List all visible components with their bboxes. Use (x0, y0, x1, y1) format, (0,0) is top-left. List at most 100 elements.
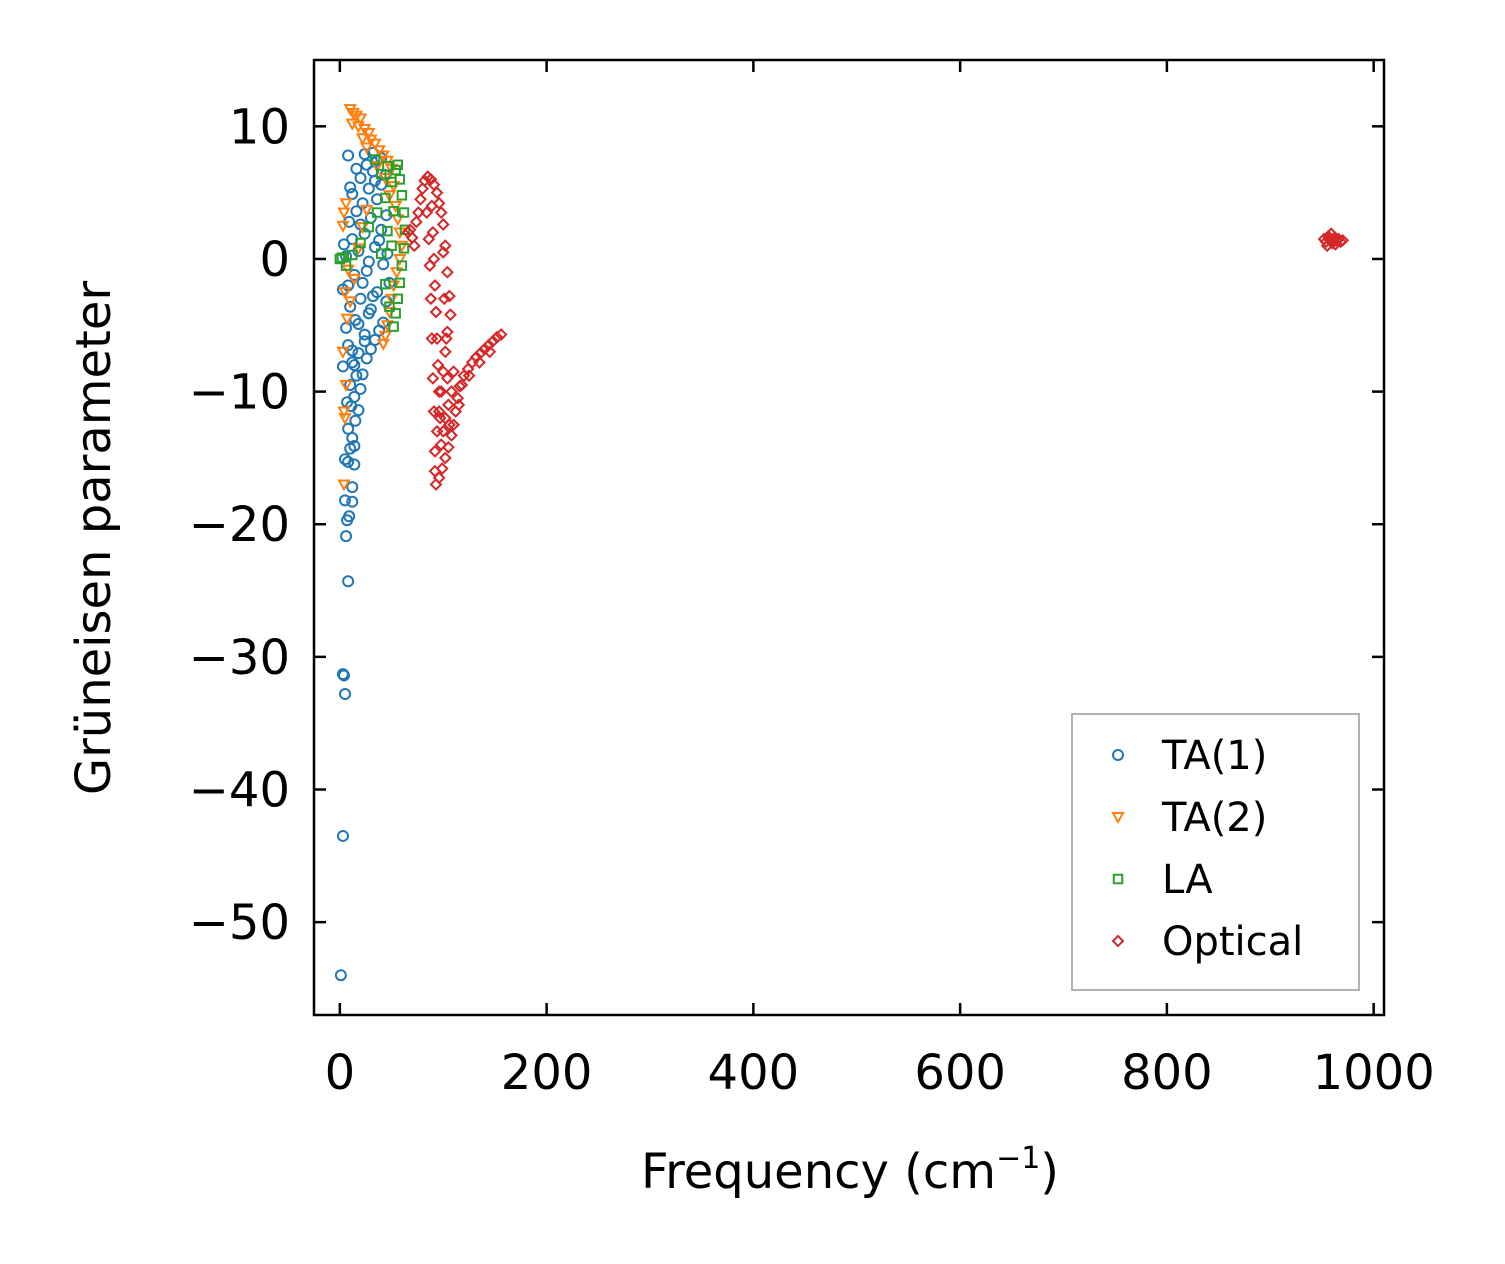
data-point (366, 290, 379, 303)
data-point (362, 182, 375, 195)
data-point (378, 330, 393, 343)
data-point (350, 205, 363, 218)
data-point (382, 190, 397, 203)
data-point (482, 338, 496, 352)
data-point (494, 328, 508, 341)
legend-label: Optical (1162, 919, 1303, 965)
data-point (436, 218, 450, 231)
data-point (409, 215, 423, 229)
data-point (348, 439, 361, 452)
data-point (364, 303, 377, 316)
data-point (451, 391, 465, 405)
data-point (340, 313, 354, 326)
data-point (434, 438, 448, 452)
data-point (344, 181, 357, 194)
data-point (342, 149, 355, 162)
data-point (388, 321, 399, 332)
data-point (438, 345, 452, 359)
data-point (348, 390, 361, 403)
data-point (337, 406, 351, 419)
data-point (437, 292, 451, 306)
data-point (369, 154, 381, 165)
data-point (360, 142, 374, 155)
data-point (428, 279, 442, 292)
legend-entry: Optical (1111, 919, 1303, 965)
data-point (352, 317, 365, 330)
data-point (390, 308, 401, 319)
legend-label: TA(1) (1161, 733, 1267, 779)
data-point (1326, 233, 1340, 247)
data-point (340, 260, 352, 271)
data-point (396, 190, 408, 201)
data-point (418, 174, 432, 188)
x-axis-label: Frequency (cm−1) (641, 1141, 1059, 1200)
data-point (423, 259, 437, 273)
data-point (339, 453, 352, 466)
legend-label: LA (1162, 857, 1213, 903)
data-point (440, 325, 454, 339)
data-point (356, 276, 369, 289)
legend-label: TA(2) (1161, 795, 1267, 841)
data-point (382, 225, 393, 237)
data-point (388, 205, 399, 217)
data-points-layer (334, 104, 1350, 982)
data-point (351, 243, 366, 256)
data-point (394, 174, 406, 185)
legend-marker (1112, 873, 1124, 885)
data-point (1336, 233, 1350, 247)
legend-marker (1112, 749, 1124, 761)
data-point (340, 530, 353, 543)
data-point (377, 258, 390, 271)
data-point (427, 405, 441, 418)
data-point (430, 186, 444, 200)
data-point (441, 398, 455, 412)
y-tick-label: −10 (189, 365, 290, 421)
data-point (377, 316, 390, 329)
data-point (490, 330, 504, 344)
data-point (347, 249, 358, 261)
data-point (339, 379, 353, 393)
data-point (342, 455, 355, 468)
data-point (337, 479, 351, 492)
data-point (420, 206, 434, 219)
data-point (349, 110, 364, 123)
data-point (425, 332, 439, 345)
data-point (393, 253, 407, 267)
x-axis-label-superscript: −1 (996, 1141, 1040, 1176)
legend-entry: TA(1) (1112, 733, 1267, 779)
y-tick-label: −40 (189, 763, 290, 819)
data-point (440, 371, 454, 385)
legend-marker (1111, 812, 1125, 825)
data-point (352, 347, 365, 360)
y-tick-label: −30 (189, 630, 290, 686)
data-point (438, 411, 452, 425)
data-point (447, 365, 460, 379)
data-point (469, 350, 483, 364)
data-point (424, 172, 438, 186)
data-point (336, 829, 349, 842)
data-point (438, 451, 452, 465)
data-point (455, 378, 469, 392)
data-point (346, 495, 359, 508)
data-point (347, 273, 362, 286)
y-tick-label: 0 (259, 232, 290, 288)
data-point (358, 328, 371, 341)
data-point (334, 969, 347, 982)
series-optical (401, 170, 1350, 491)
data-point (339, 198, 353, 211)
data-point (439, 332, 453, 345)
data-point (338, 287, 352, 300)
data-point (398, 207, 410, 218)
data-point (348, 458, 361, 471)
legend-marker (1111, 934, 1125, 948)
data-point (349, 414, 362, 427)
data-point (430, 332, 444, 345)
data-point (440, 265, 454, 279)
data-point (435, 462, 449, 475)
data-point (392, 293, 403, 304)
data-point (346, 356, 359, 369)
data-point (431, 358, 445, 372)
data-point (433, 411, 447, 425)
y-tick-label: 10 (229, 99, 290, 155)
